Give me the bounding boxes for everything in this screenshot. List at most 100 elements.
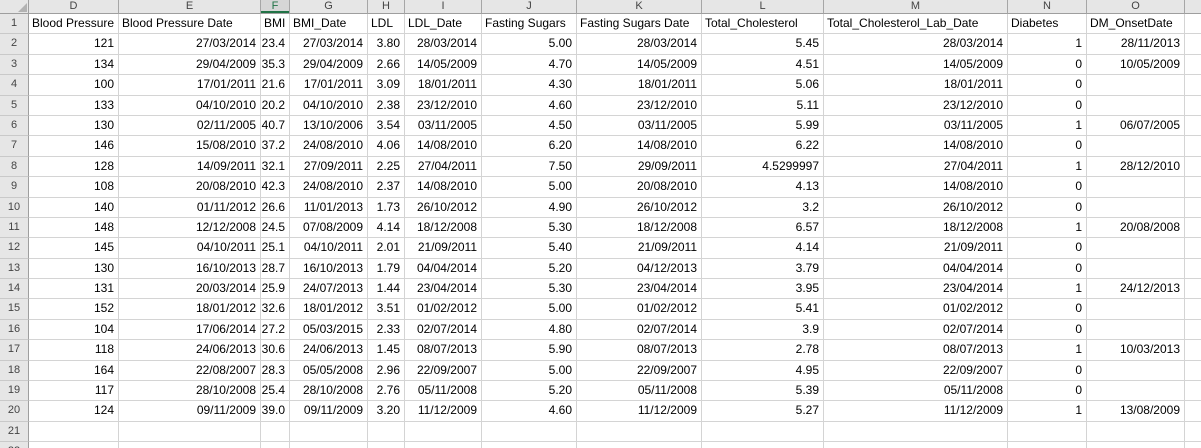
cell[interactable]: 20/08/2010	[119, 177, 261, 198]
cell[interactable]: 0	[1008, 258, 1087, 280]
cell[interactable]: 14/05/2009	[405, 54, 482, 76]
cell[interactable]: 05/11/2008	[405, 381, 482, 402]
cell[interactable]: 17/06/2014	[119, 319, 261, 341]
cell[interactable]: 28.7	[261, 258, 290, 280]
cell-filler[interactable]	[1185, 14, 1201, 35]
cell[interactable]: 5.27	[702, 401, 824, 422]
row-header[interactable]: 11	[0, 217, 29, 239]
cell[interactable]	[1087, 238, 1185, 259]
cell[interactable]: 42.3	[261, 177, 290, 198]
header-cell-O[interactable]: DM_OnsetDate	[1087, 14, 1185, 35]
row-header[interactable]: 1	[0, 14, 29, 35]
cell[interactable]: 22/09/2007	[405, 360, 482, 382]
cell[interactable]: 21.6	[261, 75, 290, 96]
cell[interactable]: 11/01/2013	[290, 197, 368, 218]
cell[interactable]: 23/04/2014	[577, 279, 702, 300]
cell[interactable]: 03/11/2005	[824, 115, 1008, 137]
cell[interactable]: 1	[1008, 34, 1087, 55]
cell[interactable]: 17/01/2011	[119, 75, 261, 96]
cell[interactable]: 2.25	[368, 156, 405, 178]
cell[interactable]: 24.5	[261, 217, 290, 239]
cell[interactable]: 0	[1008, 75, 1087, 96]
cell[interactable]: 14/05/2009	[824, 54, 1008, 76]
cell[interactable]	[368, 442, 405, 448]
cell[interactable]: 23/12/2010	[577, 95, 702, 116]
cell[interactable]: 1	[1008, 401, 1087, 422]
cell-filler[interactable]	[1185, 442, 1201, 448]
cell[interactable]: 11/12/2009	[824, 401, 1008, 422]
cell[interactable]: 1	[1008, 156, 1087, 178]
cell[interactable]: 18/01/2011	[577, 75, 702, 96]
cell[interactable]	[824, 442, 1008, 448]
cell[interactable]: 28/10/2008	[290, 381, 368, 402]
cell[interactable]: 2.76	[368, 381, 405, 402]
cell[interactable]: 20/03/2014	[119, 279, 261, 300]
cell[interactable]: 09/11/2009	[119, 401, 261, 422]
cell[interactable]: 2.01	[368, 238, 405, 259]
cell[interactable]	[1087, 360, 1185, 382]
cell[interactable]: 5.30	[482, 279, 577, 300]
cell[interactable]: 0	[1008, 360, 1087, 382]
cell[interactable]: 146	[29, 136, 119, 157]
cell[interactable]: 23/04/2014	[405, 279, 482, 300]
header-cell-N[interactable]: Diabetes	[1008, 14, 1087, 35]
cell[interactable]: 27.2	[261, 319, 290, 341]
cell[interactable]: 14/08/2010	[577, 136, 702, 157]
cell[interactable]: 100	[29, 75, 119, 96]
column-header-D[interactable]: D	[29, 0, 119, 14]
column-header-E[interactable]: E	[119, 0, 261, 14]
cell[interactable]	[290, 421, 368, 443]
cell[interactable]	[482, 421, 577, 443]
cell[interactable]: 23/04/2014	[824, 279, 1008, 300]
cell[interactable]: 2.66	[368, 54, 405, 76]
cell[interactable]	[261, 442, 290, 448]
cell[interactable]: 22/09/2007	[577, 360, 702, 382]
cell[interactable]: 02/11/2005	[119, 115, 261, 137]
cell[interactable]: 29/04/2009	[119, 54, 261, 76]
cell[interactable]	[405, 421, 482, 443]
select-all-corner[interactable]	[0, 0, 29, 14]
cell[interactable]	[1008, 442, 1087, 448]
cell[interactable]: 133	[29, 95, 119, 116]
cell[interactable]: 22/08/2007	[119, 360, 261, 382]
row-header[interactable]: 16	[0, 319, 29, 341]
cell[interactable]: 35.3	[261, 54, 290, 76]
cell-filler[interactable]	[1185, 361, 1201, 382]
cell[interactable]: 4.13	[702, 177, 824, 198]
cell[interactable]: 0	[1008, 299, 1087, 320]
cell[interactable]: 04/10/2010	[290, 95, 368, 116]
cell[interactable]: 0	[1008, 136, 1087, 157]
cell[interactable]: 6.22	[702, 136, 824, 157]
cell[interactable]: 32.1	[261, 156, 290, 178]
cell[interactable]: 25.1	[261, 238, 290, 259]
cell[interactable]: 26/10/2012	[577, 197, 702, 218]
cell[interactable]: 26/10/2012	[405, 197, 482, 218]
cell[interactable]: 14/08/2010	[405, 177, 482, 198]
cell[interactable]: 02/07/2014	[824, 319, 1008, 341]
cell[interactable]: 08/07/2013	[577, 340, 702, 361]
cell[interactable]: 5.20	[482, 381, 577, 402]
cell[interactable]: 0	[1008, 197, 1087, 218]
row-header[interactable]: 13	[0, 258, 29, 280]
cell[interactable]: 1.79	[368, 258, 405, 280]
cell[interactable]: 37.2	[261, 136, 290, 157]
cell[interactable]: 2.38	[368, 95, 405, 116]
cell[interactable]: 18/01/2011	[824, 75, 1008, 96]
cell-filler[interactable]	[1185, 198, 1201, 218]
cell-filler[interactable]	[1185, 177, 1201, 198]
row-header[interactable]: 7	[0, 136, 29, 157]
cell[interactable]: 29/09/2011	[577, 156, 702, 178]
row-header[interactable]: 8	[0, 156, 29, 178]
cell[interactable]: 145	[29, 238, 119, 259]
cell[interactable]: 23/12/2010	[405, 95, 482, 116]
cell[interactable]: 5.00	[482, 299, 577, 320]
column-header-K[interactable]: K	[577, 0, 702, 14]
cell[interactable]: 1	[1008, 115, 1087, 137]
row-header[interactable]: 9	[0, 177, 29, 198]
cell[interactable]: 14/08/2010	[824, 136, 1008, 157]
cell[interactable]: 21/09/2011	[577, 238, 702, 259]
cell[interactable]: 5.90	[482, 340, 577, 361]
header-cell-I[interactable]: LDL_Date	[405, 14, 482, 35]
cell[interactable]: 28/03/2014	[405, 34, 482, 55]
row-header[interactable]: 4	[0, 75, 29, 96]
